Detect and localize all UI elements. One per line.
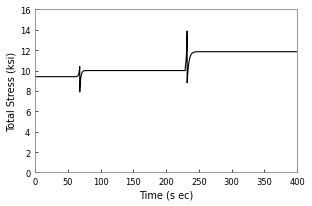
X-axis label: Time (s ec): Time (s ec) — [139, 189, 193, 199]
Y-axis label: Total Stress (ksi): Total Stress (ksi) — [7, 52, 17, 131]
